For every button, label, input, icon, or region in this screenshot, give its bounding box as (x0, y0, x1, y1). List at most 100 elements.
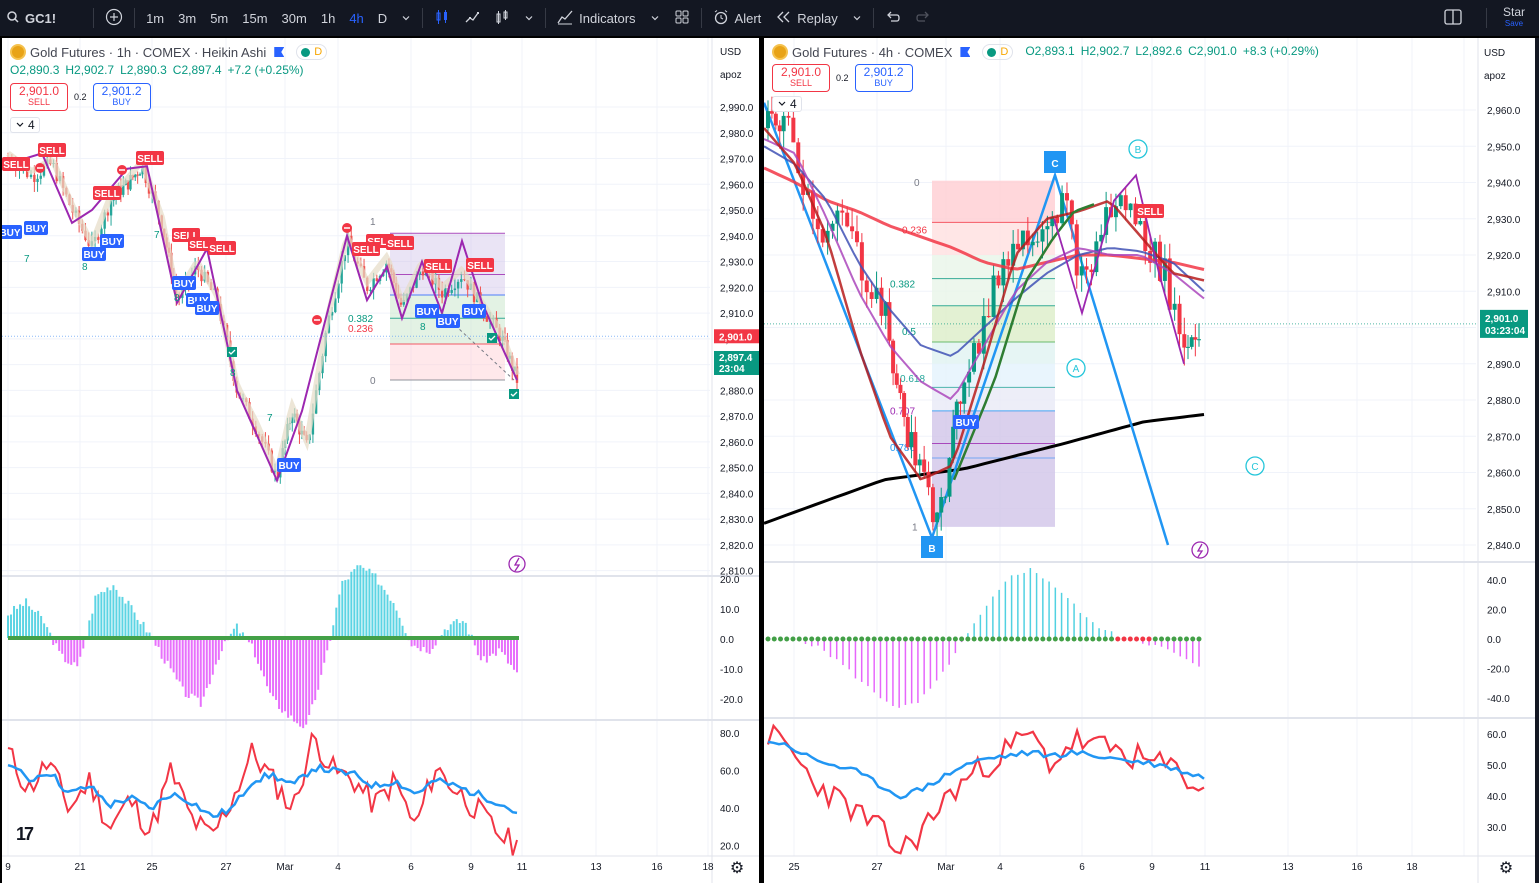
sell-label: SELL (28, 97, 51, 107)
flag-icon[interactable] (274, 47, 285, 57)
gear-icon[interactable]: ⚙ (729, 860, 745, 877)
interval-1h[interactable]: 1h (320, 10, 336, 26)
sell-signal[interactable]: SELL (424, 259, 452, 273)
chart-type-heikin[interactable] (487, 0, 517, 36)
sell-signal[interactable] (1136, 204, 1164, 218)
candle-body (97, 236, 100, 240)
buy-signal[interactable] (953, 415, 979, 429)
buy-signal[interactable]: BUY (24, 221, 48, 235)
price-tick: 2,940.0 (1487, 179, 1521, 190)
candle-body (1123, 195, 1128, 211)
candle-body (1138, 220, 1143, 225)
check-marker-icon[interactable] (509, 389, 519, 399)
wave-b-marker[interactable] (921, 536, 943, 558)
count-label: 8 (420, 322, 426, 333)
chart-canvas-4h[interactable]: 00.2360.3820.50.6180.7070.7861CBBACSELLB… (764, 38, 1535, 883)
tradingview-logo[interactable]: 17 (16, 824, 34, 844)
interval-4h[interactable]: 4h (349, 10, 364, 26)
fib-label: 0.382 (890, 280, 915, 291)
sell-signal[interactable]: SELL (466, 258, 494, 272)
sell-signal[interactable]: SELL (136, 151, 164, 165)
chart-type-line[interactable] (457, 0, 487, 36)
sell-signal[interactable]: SELL (386, 236, 414, 250)
series-title[interactable]: Gold Futures · 1h · COMEX · Heikin Ashi … (10, 42, 328, 62)
sell-signal[interactable]: SELL (352, 242, 380, 256)
sell-button[interactable]: 2,901.0 SELL (772, 64, 831, 92)
redo-button[interactable] (908, 0, 938, 36)
save-button[interactable]: Star Save (1491, 6, 1539, 30)
symbol-search[interactable]: GC1! (0, 0, 63, 36)
candle-body (33, 174, 36, 182)
lightning-icon[interactable] (1191, 541, 1209, 559)
sell-price: 2,901.0 (781, 65, 822, 79)
interval-dropdown[interactable] (394, 0, 418, 36)
candle-body (898, 384, 903, 394)
wave-circle-marker[interactable] (1128, 139, 1148, 159)
indicators-dropdown[interactable] (643, 0, 667, 36)
sell-signal[interactable]: SELL (93, 186, 121, 200)
chart-type-bars[interactable] (427, 0, 457, 36)
buy-signal[interactable]: BUY (462, 304, 486, 318)
indicators-collapse[interactable]: 4 (10, 117, 40, 133)
sell-signal[interactable]: SELL (208, 241, 236, 255)
layout-button[interactable] (1437, 0, 1482, 36)
chart-panel-4h[interactable]: 00.2360.3820.50.6180.7070.7861CBBACSELLB… (764, 38, 1535, 883)
alert-button[interactable]: Alert (706, 0, 769, 36)
interval-3m[interactable]: 3m (178, 10, 197, 26)
candle-body (947, 458, 952, 497)
buy-signal[interactable]: BUY (82, 247, 106, 261)
buy-signal[interactable]: BUY (277, 458, 301, 472)
buy-signal[interactable]: BUY (172, 276, 196, 290)
zero-dot (790, 636, 796, 642)
sell-signal[interactable]: SELL (38, 143, 66, 157)
market-status[interactable]: D (296, 44, 328, 60)
buy-signal-box (436, 314, 460, 328)
wave-b-label: B (928, 544, 935, 555)
buy-signal-label: BUY (196, 304, 217, 315)
zero-dot (784, 636, 790, 642)
compare-button[interactable] (98, 0, 130, 36)
candle-body (106, 212, 110, 216)
check-marker-icon[interactable] (227, 347, 237, 357)
chart-canvas-1h[interactable]: 10.3820.2360SELLSELLSELLSELLSELLSELLSELL… (2, 38, 759, 883)
indicators-button[interactable]: Indicators (550, 0, 642, 36)
interval-30m[interactable]: 30m (281, 10, 307, 26)
buy-signal[interactable]: BUY (2, 225, 22, 239)
candle-body (1030, 241, 1035, 246)
sell-button[interactable]: 2,901.0 SELL (10, 83, 69, 111)
sell-signal[interactable]: SELL (2, 157, 30, 171)
series-title[interactable]: Gold Futures · 4h · COMEX D O2,893.1 H2,… (772, 42, 1319, 62)
interval-5m[interactable]: 5m (210, 10, 229, 26)
buy-signal[interactable]: BUY (436, 314, 460, 328)
wave-c-marker[interactable] (1044, 151, 1066, 173)
buy-signal[interactable]: BUY (100, 234, 124, 248)
indicators-label: Indicators (579, 10, 636, 26)
wave-circle-marker[interactable] (1066, 358, 1086, 378)
rsi-slow-line (7, 762, 518, 818)
gear-icon[interactable]: ⚙ (1498, 860, 1514, 877)
buy-signal[interactable]: BUY (195, 301, 219, 315)
undo-button[interactable] (878, 0, 908, 36)
chart-type-dropdown[interactable] (517, 0, 541, 36)
buy-button[interactable]: 2,901.2 BUY (854, 64, 913, 92)
buy-signal[interactable]: BUY (415, 304, 439, 318)
market-status[interactable]: D (982, 44, 1014, 60)
buy-button[interactable]: 2,901.2 BUY (92, 83, 151, 111)
replay-dropdown[interactable] (845, 0, 869, 36)
buy-signal-label: BUY (955, 418, 976, 429)
save-label: Save (1504, 19, 1524, 28)
ma-band (6, 150, 520, 473)
indicators-collapse[interactable]: 4 (772, 96, 802, 112)
interval-1m[interactable]: 1m (146, 10, 165, 26)
check-marker-icon[interactable] (487, 333, 497, 343)
chart-panel-1h[interactable]: 1 0.382 0.236 0 SELL SELL SELL SELL SELL SELL SELL… (2, 38, 759, 883)
ma-purple-line (764, 138, 1205, 401)
flag-icon[interactable] (960, 47, 971, 57)
zero-dot (1002, 636, 1008, 642)
interval-d[interactable]: D (377, 10, 388, 26)
lightning-icon[interactable] (508, 555, 526, 573)
wave-circle-marker[interactable] (1245, 456, 1265, 476)
templates-button[interactable] (667, 0, 697, 36)
replay-button[interactable]: Replay (768, 0, 844, 36)
interval-15m[interactable]: 15m (242, 10, 268, 26)
